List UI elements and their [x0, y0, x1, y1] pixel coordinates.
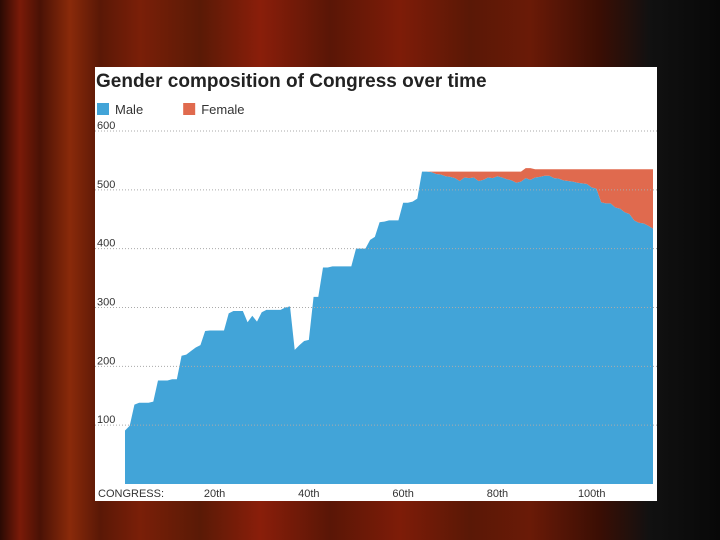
legend-swatch	[97, 103, 109, 115]
y-tick-label: 100	[97, 414, 115, 426]
chart-title: Gender composition of Congress over time	[96, 71, 487, 92]
x-tick-label: 60th	[392, 488, 413, 500]
legend-label: Female	[201, 102, 244, 117]
x-axis-label: CONGRESS:	[98, 488, 164, 500]
y-tick-label: 600	[97, 120, 115, 132]
y-tick-label: 300	[97, 297, 115, 309]
legend-swatch	[183, 103, 196, 115]
area	[125, 171, 653, 484]
x-tick-label: 40th	[298, 488, 319, 500]
y-tick-label: 400	[97, 238, 115, 250]
x-tick-label: 100th	[578, 488, 606, 500]
area	[125, 168, 653, 431]
y-tick-label: 200	[97, 355, 115, 367]
x-tick-label: 20th	[204, 488, 225, 500]
legend-label: Male	[115, 102, 143, 117]
y-tick-label: 500	[97, 179, 115, 191]
x-tick-label: 80th	[487, 488, 508, 500]
